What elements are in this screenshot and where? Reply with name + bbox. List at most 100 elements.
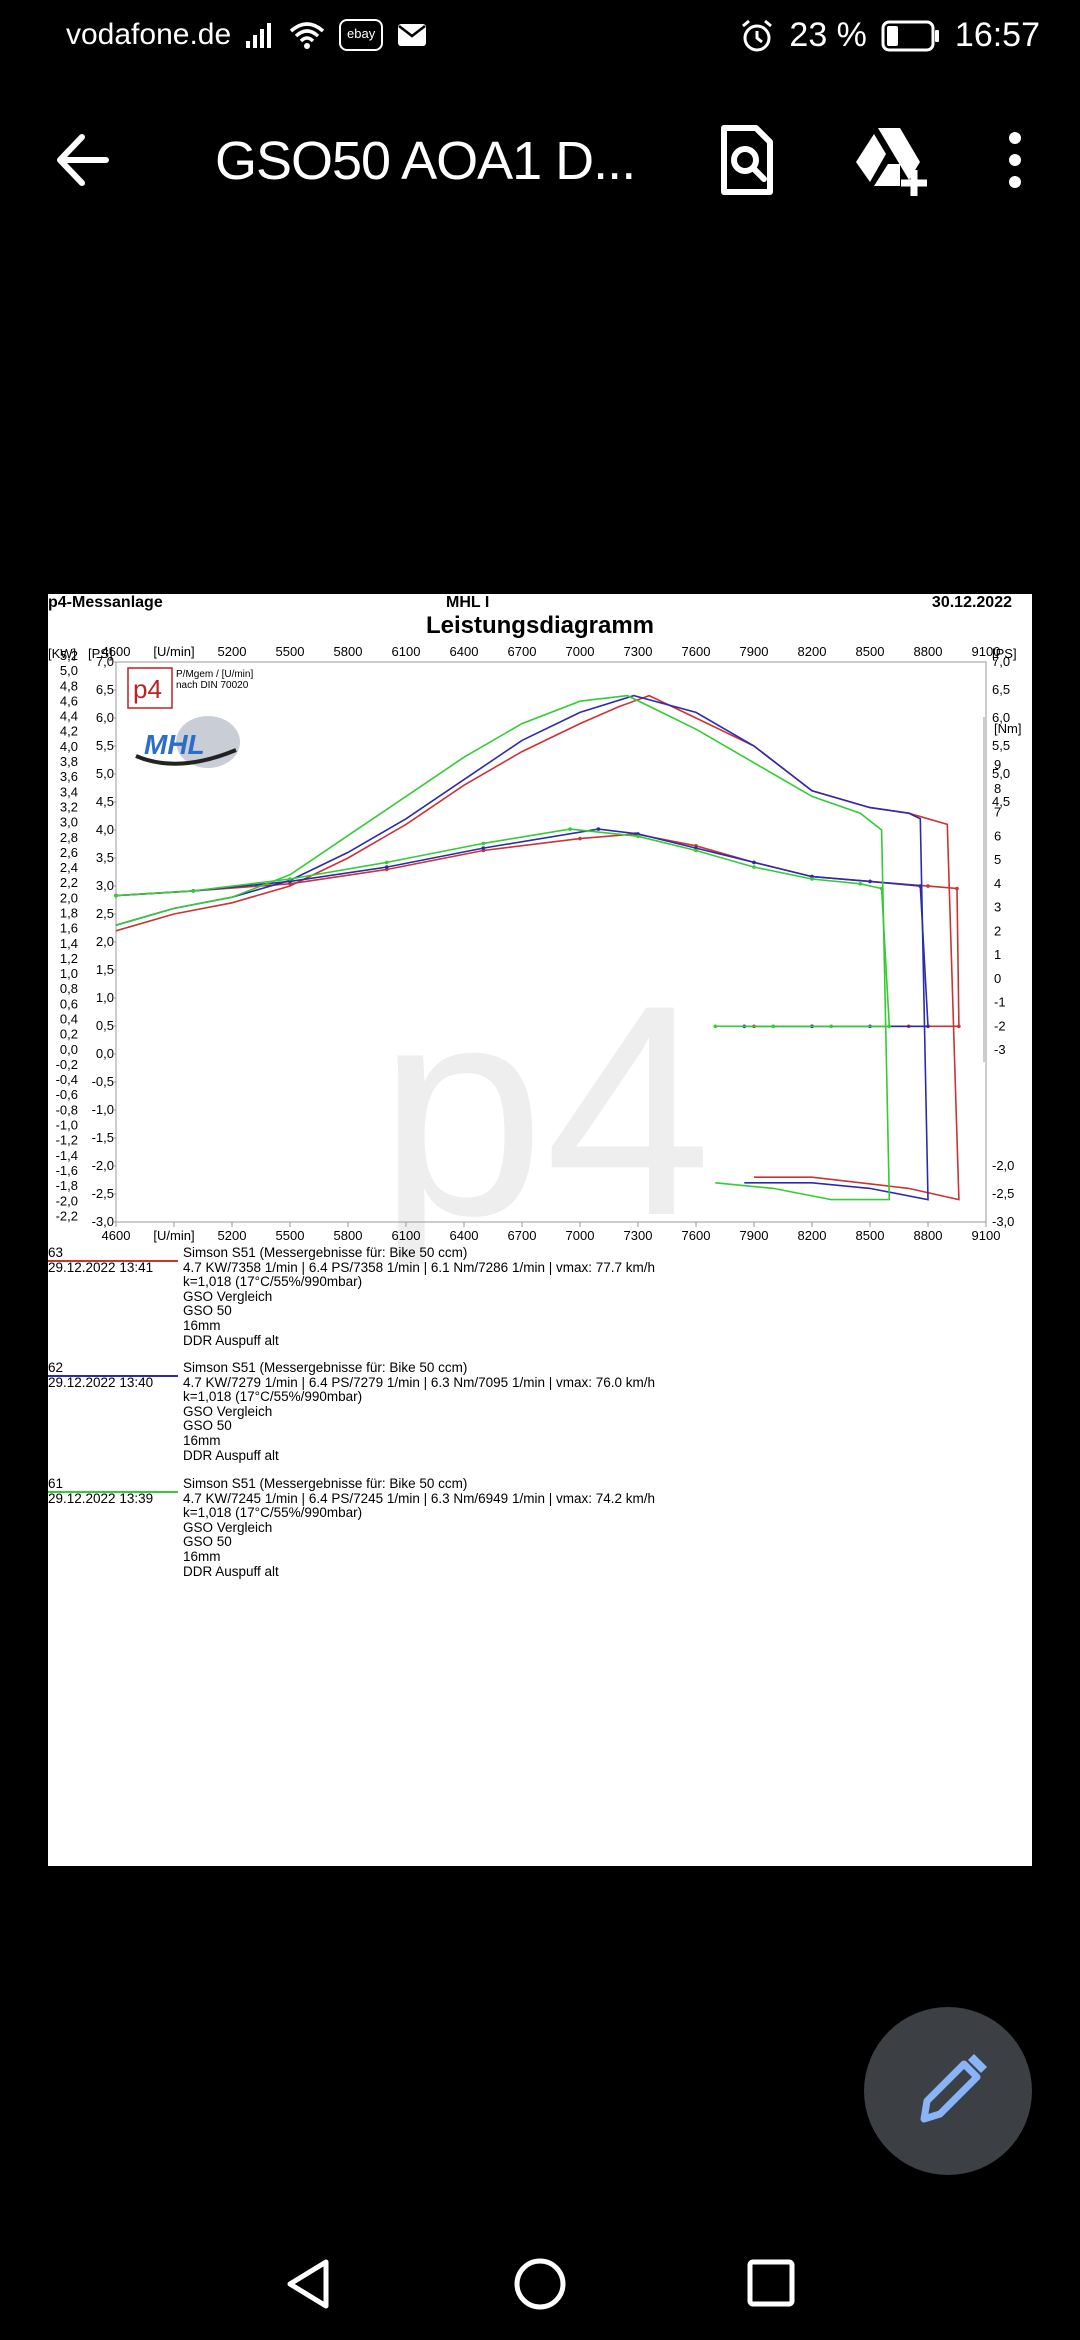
x-tick-label-bottom: 4600	[102, 1228, 131, 1243]
kw-tick-label: 0,0	[60, 1042, 78, 1057]
mhl-logo: MHL	[135, 716, 240, 768]
x-tick-label-top: 6100	[392, 644, 421, 659]
header-date: 30.12.2022	[931, 594, 1012, 611]
kw-tick-label: 2,8	[60, 830, 78, 845]
ps-tick-label-right: 7,0	[992, 654, 1010, 669]
torque-point-61	[771, 1024, 776, 1029]
legend-detail-line: GSO 50	[183, 1534, 232, 1550]
battery-percent: 23 %	[789, 16, 867, 54]
x-tick-label-bottom: 8200	[798, 1228, 827, 1243]
x-tick-label-bottom: 8500	[856, 1228, 885, 1243]
x-tick-label-top: 9100	[972, 644, 1001, 659]
kw-tick-label: 2,2	[60, 875, 78, 890]
x-tick-label-bottom: 5800	[334, 1228, 363, 1243]
legend-datetime: 29.12.2022 13:40	[48, 1375, 154, 1390]
ps-tick-label-right: -2,0	[992, 1158, 1014, 1173]
nm-tick-label: -3	[994, 1042, 1006, 1057]
kw-tick-label: 3,2	[60, 799, 78, 814]
ps-tick-label-right: 6,5	[992, 682, 1010, 697]
mhl-logo-text: MHL	[144, 729, 205, 760]
nm-tick-label: 2	[994, 923, 1001, 938]
torque-point-61	[810, 877, 814, 881]
logo-caption-1: P/Mgem / [U/min]	[176, 669, 253, 680]
legend-run-id: 61	[48, 1476, 64, 1491]
app-bar: GSO50 AOA1 D...	[0, 100, 1080, 220]
power-curve-62	[115, 694, 929, 1201]
legend-detail-line: 4.7 KW/7358 1/min | 6.4 PS/7358 1/min | …	[183, 1259, 655, 1275]
kw-tick-label: -1,6	[56, 1163, 78, 1178]
back-arrow-icon[interactable]	[52, 130, 112, 190]
legend-detail-line: Simson S51 (Messergebnisse für: Bike 50 …	[183, 1360, 468, 1375]
kw-tick-label: -2,0	[56, 1193, 78, 1208]
nm-axis-label: [Nm]	[994, 721, 1021, 736]
torque-point-61	[384, 860, 389, 865]
more-vert-icon[interactable]	[1000, 122, 1030, 198]
kw-tick-label: 3,6	[60, 769, 78, 784]
diagram-title: Leistungsdiagramm	[425, 612, 655, 639]
kw-tick-label: 0,6	[60, 996, 78, 1011]
nav-recents-icon[interactable]	[746, 2258, 796, 2308]
torque-point-62	[752, 860, 756, 865]
x-tick-label-bottom: 6700	[508, 1228, 537, 1243]
torque-point-61	[879, 886, 884, 891]
legend-color-line	[48, 1375, 178, 1377]
legend-datetime: 29.12.2022 13:41	[48, 1260, 154, 1275]
x-tick-label-top: 7600	[682, 644, 711, 659]
p4-logo: p4 P/Mgem / [U/min] nach DIN 70020	[127, 667, 253, 709]
torque-point-61	[829, 1024, 834, 1029]
legend-detail-line: 16mm	[183, 1548, 221, 1564]
legend-detail-line: GSO Vergleich	[183, 1288, 273, 1304]
torque-point-61	[481, 841, 486, 846]
torque-point-61	[694, 848, 698, 853]
legend-run-id: 63	[48, 1245, 64, 1260]
edit-fab-button[interactable]	[864, 2007, 1032, 2175]
nav-home-icon[interactable]	[512, 2256, 568, 2312]
clock: 16:57	[954, 16, 1040, 54]
power-curve-61	[115, 694, 891, 1201]
ps-tick-label: 2,5	[96, 906, 114, 921]
kw-tick-label: 0,8	[60, 981, 78, 996]
legend-detail-line: Simson S51 (Messergebnisse für: Bike 50 …	[183, 1476, 468, 1491]
ps-tick-label: 2,0	[96, 934, 114, 949]
document-page[interactable]: p4-Messanlage MHL I 30.12.2022 Leistungs…	[48, 594, 1032, 1866]
add-to-drive-icon[interactable]	[852, 122, 932, 198]
logo-caption-2: nach DIN 70020	[176, 680, 249, 691]
torque-point-62	[926, 1024, 930, 1029]
ps-tick-label: 0,5	[96, 1018, 114, 1033]
ps-tick-label: 7,0	[96, 654, 114, 669]
kw-tick-label: 1,8	[60, 905, 78, 920]
kw-tick-label: 1,6	[60, 921, 78, 936]
x-tick-label-top: 8500	[856, 644, 885, 659]
legend-details: Simson S51 (Messergebnisse für: Bike 50 …	[183, 1245, 655, 1348]
alarm-icon	[742, 19, 773, 51]
torque-point-61	[191, 889, 196, 893]
kw-tick-label: 1,2	[60, 951, 78, 966]
nm-tick-label: 6	[994, 828, 1001, 843]
nm-tick-label: 7	[994, 805, 1001, 820]
x-tick-label-top: 6700	[508, 644, 537, 659]
ps-tick-label-right: 5,5	[992, 738, 1010, 753]
nm-tick-label: 0	[994, 971, 1001, 986]
ps-tick-label: 5,5	[96, 738, 114, 753]
legend-datetime: 29.12.2022 13:39	[48, 1491, 154, 1506]
find-in-page-icon[interactable]	[712, 122, 782, 198]
torque-point-61	[288, 877, 292, 881]
x-tick-label-bottom: 7300	[624, 1228, 653, 1243]
signal-icon	[246, 23, 272, 48]
legend-detail-line: 4.7 KW/7279 1/min | 6.4 PS/7279 1/min | …	[183, 1374, 655, 1390]
legend-detail-line: DDR Auspuff alt	[183, 1563, 279, 1579]
nav-back-icon[interactable]	[282, 2256, 334, 2312]
torque-point-61	[887, 1024, 892, 1029]
ps-axis-label: [PS]	[88, 646, 113, 661]
legend-detail-line: k=1,018 (17°C/55%/990mbar)	[183, 1505, 363, 1521]
ps-tick-label: 3,5	[96, 850, 114, 865]
x-tick-label-bottom: 5200	[218, 1228, 247, 1243]
torque-point-61	[114, 893, 118, 898]
torque-point-62	[918, 884, 923, 888]
kw-tick-label: -1,0	[56, 1118, 78, 1133]
ps-tick-label: 6,0	[96, 710, 114, 725]
ps-tick-label-right: 6,0	[992, 710, 1010, 725]
kw-tick-label: 4,2	[60, 724, 78, 739]
x-tick-label-top: 5800	[334, 644, 363, 659]
nm-tick-label: 5	[994, 852, 1001, 867]
